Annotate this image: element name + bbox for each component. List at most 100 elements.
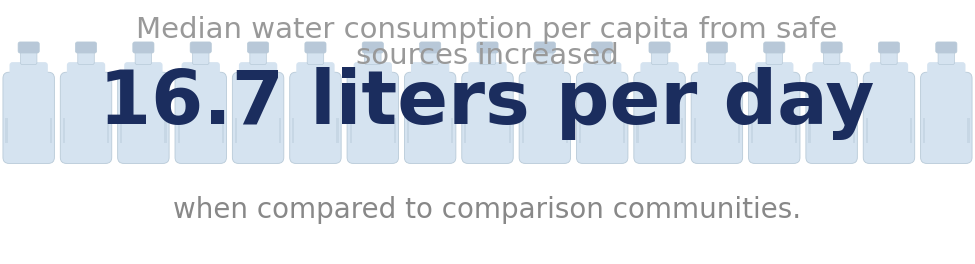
FancyBboxPatch shape [192, 51, 209, 65]
FancyBboxPatch shape [60, 72, 112, 163]
FancyBboxPatch shape [878, 42, 900, 53]
Bar [866, 118, 868, 143]
Bar [738, 118, 740, 143]
FancyBboxPatch shape [181, 62, 220, 77]
FancyBboxPatch shape [405, 72, 456, 163]
FancyBboxPatch shape [239, 62, 277, 77]
Bar [451, 118, 453, 143]
Text: sources increased: sources increased [356, 42, 618, 70]
FancyBboxPatch shape [749, 72, 800, 163]
FancyBboxPatch shape [462, 72, 513, 163]
FancyBboxPatch shape [576, 72, 628, 163]
Bar [637, 118, 639, 143]
FancyBboxPatch shape [536, 51, 553, 65]
FancyBboxPatch shape [75, 42, 97, 53]
Bar [50, 118, 52, 143]
Bar [235, 118, 237, 143]
FancyBboxPatch shape [649, 42, 670, 53]
FancyBboxPatch shape [248, 42, 269, 53]
FancyBboxPatch shape [347, 72, 399, 163]
FancyBboxPatch shape [863, 72, 915, 163]
Bar [107, 118, 109, 143]
FancyBboxPatch shape [938, 51, 955, 65]
Bar [394, 118, 396, 143]
Bar [681, 118, 682, 143]
Bar [464, 118, 466, 143]
FancyBboxPatch shape [936, 42, 956, 53]
Bar [165, 118, 167, 143]
FancyBboxPatch shape [698, 62, 736, 77]
FancyBboxPatch shape [709, 51, 725, 65]
Bar [350, 118, 352, 143]
Bar [579, 118, 581, 143]
FancyBboxPatch shape [706, 42, 727, 53]
Bar [623, 118, 625, 143]
FancyBboxPatch shape [583, 62, 621, 77]
Text: when compared to comparison communities.: when compared to comparison communities. [173, 196, 801, 224]
FancyBboxPatch shape [419, 42, 441, 53]
FancyBboxPatch shape [927, 62, 965, 77]
FancyBboxPatch shape [870, 62, 908, 77]
FancyBboxPatch shape [422, 51, 439, 65]
FancyBboxPatch shape [133, 42, 154, 53]
Bar [509, 118, 511, 143]
FancyBboxPatch shape [290, 72, 341, 163]
FancyBboxPatch shape [477, 42, 498, 53]
Bar [177, 118, 179, 143]
FancyBboxPatch shape [250, 51, 266, 65]
FancyBboxPatch shape [691, 72, 743, 163]
FancyBboxPatch shape [641, 62, 679, 77]
Bar [336, 118, 338, 143]
FancyBboxPatch shape [363, 42, 383, 53]
FancyBboxPatch shape [118, 72, 169, 163]
FancyBboxPatch shape [763, 42, 785, 53]
FancyBboxPatch shape [365, 51, 381, 65]
FancyBboxPatch shape [468, 62, 507, 77]
FancyBboxPatch shape [806, 72, 857, 163]
Bar [6, 118, 8, 143]
FancyBboxPatch shape [592, 42, 612, 53]
FancyBboxPatch shape [10, 62, 48, 77]
Bar [221, 118, 224, 143]
FancyBboxPatch shape [296, 62, 334, 77]
FancyBboxPatch shape [175, 72, 226, 163]
Bar [910, 118, 913, 143]
Bar [292, 118, 294, 143]
Bar [853, 118, 855, 143]
FancyBboxPatch shape [190, 42, 212, 53]
Bar [62, 118, 65, 143]
FancyBboxPatch shape [78, 51, 95, 65]
FancyBboxPatch shape [880, 51, 897, 65]
FancyBboxPatch shape [920, 72, 972, 163]
FancyBboxPatch shape [232, 72, 284, 163]
Bar [407, 118, 410, 143]
Bar [566, 118, 568, 143]
FancyBboxPatch shape [821, 42, 842, 53]
Bar [522, 118, 524, 143]
FancyBboxPatch shape [136, 51, 152, 65]
FancyBboxPatch shape [812, 62, 851, 77]
FancyBboxPatch shape [534, 42, 556, 53]
Text: 16.7 liters per day: 16.7 liters per day [99, 68, 875, 140]
FancyBboxPatch shape [3, 72, 55, 163]
FancyBboxPatch shape [305, 42, 326, 53]
Text: Median water consumption per capita from safe: Median water consumption per capita from… [136, 16, 838, 44]
Bar [923, 118, 925, 143]
Bar [796, 118, 798, 143]
FancyBboxPatch shape [766, 51, 783, 65]
Bar [279, 118, 282, 143]
Bar [751, 118, 754, 143]
Bar [967, 118, 969, 143]
FancyBboxPatch shape [67, 62, 105, 77]
FancyBboxPatch shape [594, 51, 610, 65]
FancyBboxPatch shape [411, 62, 449, 77]
FancyBboxPatch shape [519, 72, 570, 163]
FancyBboxPatch shape [755, 62, 794, 77]
FancyBboxPatch shape [124, 62, 163, 77]
FancyBboxPatch shape [354, 62, 392, 77]
Bar [120, 118, 122, 143]
FancyBboxPatch shape [19, 42, 39, 53]
FancyBboxPatch shape [526, 62, 564, 77]
FancyBboxPatch shape [307, 51, 324, 65]
FancyBboxPatch shape [20, 51, 37, 65]
